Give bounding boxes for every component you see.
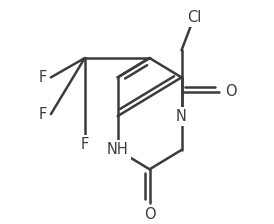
Text: O: O: [225, 84, 237, 99]
Text: F: F: [81, 137, 89, 152]
Text: F: F: [39, 70, 47, 85]
Text: NH: NH: [107, 142, 129, 157]
Text: Cl: Cl: [187, 10, 201, 25]
Text: N: N: [176, 109, 187, 124]
Text: O: O: [144, 207, 155, 222]
Text: F: F: [39, 107, 47, 122]
